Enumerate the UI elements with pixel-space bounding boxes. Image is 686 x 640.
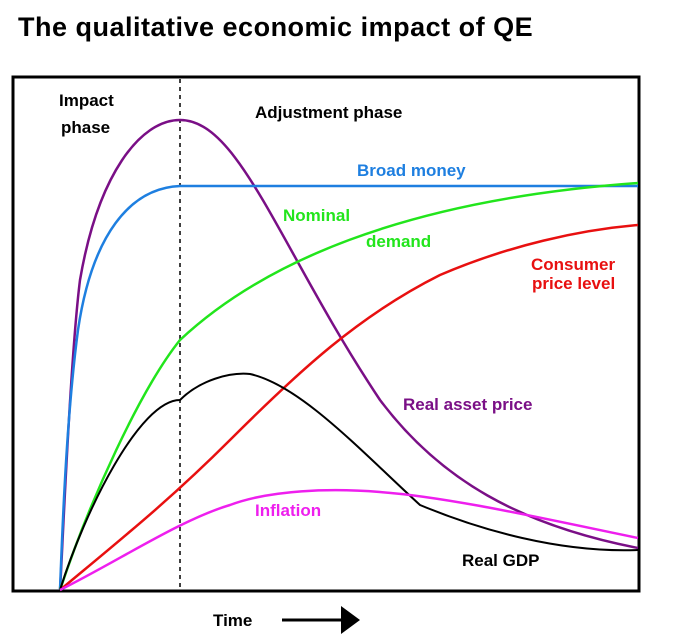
impact-phase-line-1: Impact: [59, 91, 114, 110]
curve-real-gdp: [59, 372, 639, 591]
time-arrow-icon: [282, 606, 360, 634]
curve-broad-money: [58, 184, 638, 591]
label-real-gdp: Real GDP: [462, 551, 539, 570]
impact-phase-line-2: phase: [61, 118, 110, 137]
label-nominal-demand-line-2: demand: [366, 232, 431, 251]
plot-frame: [11, 75, 641, 593]
time-axis-label: Time: [213, 611, 252, 630]
label-consumer-price-level: Consumer price level: [531, 255, 620, 293]
label-nominal-demand-line-1: Nominal: [283, 206, 350, 225]
label-consumer-price-line-1: Consumer: [531, 255, 615, 274]
curve-consumer-price-level: [59, 223, 639, 591]
label-consumer-price-line-2: price level: [532, 274, 615, 293]
label-inflation: Inflation: [255, 501, 321, 520]
curve-nominal-demand: [58, 181, 639, 591]
label-broad-money: Broad money: [357, 161, 466, 180]
impact-phase-label: Impact phase: [59, 91, 119, 137]
curve-inflation: [59, 488, 639, 592]
label-nominal-demand: Nominal demand: [283, 206, 431, 251]
label-real-asset-price: Real asset price: [403, 395, 532, 414]
adjustment-phase-label: Adjustment phase: [255, 103, 402, 122]
diagram-title: The qualitative economic impact of QE: [18, 12, 534, 42]
